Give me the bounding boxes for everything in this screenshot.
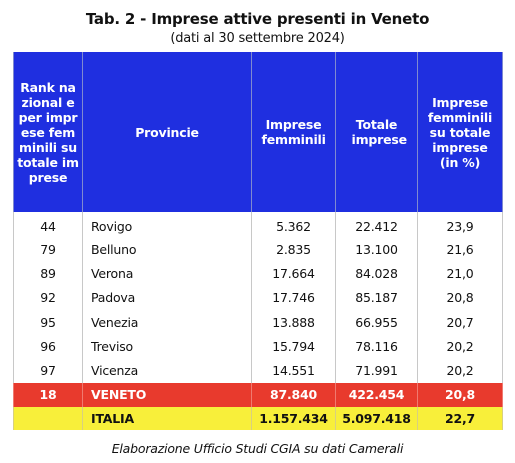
italia-total: 5.097.418 <box>335 406 418 430</box>
cell-rank: 79 <box>13 237 83 262</box>
cell-rank: 89 <box>13 261 83 286</box>
veneto-name: VENETO <box>82 382 252 407</box>
italia-female: 1.157.434 <box>251 406 336 430</box>
cell-share: 21,6 <box>417 237 503 262</box>
table-row: 97 Vicenza 14.551 71.991 20,2 <box>13 358 503 383</box>
veneto-share: 20,8 <box>417 382 503 407</box>
cell-female: 17.746 <box>251 285 336 310</box>
cell-share: 20,2 <box>417 358 503 383</box>
cell-name: Vicenza <box>82 358 252 383</box>
header-rank: Rank nazional e per imprese femminili su… <box>13 52 83 212</box>
cell-total: 66.955 <box>335 309 418 335</box>
header-total: Totale imprese <box>335 52 418 212</box>
cell-rank: 95 <box>13 309 83 335</box>
italia-total-row: ITALIA 1.157.434 5.097.418 22,7 <box>13 406 503 430</box>
italia-name: ITALIA <box>82 406 252 430</box>
cell-female: 15.794 <box>251 334 336 359</box>
source-footnote: Elaborazione Ufficio Studi CGIA su dati … <box>111 441 404 456</box>
veneto-total: 422.454 <box>335 382 418 407</box>
table-row: 96 Treviso 15.794 78.116 20,2 <box>13 334 503 359</box>
cell-total: 84.028 <box>335 261 418 286</box>
cell-name: Verona <box>82 261 252 286</box>
cell-total: 13.100 <box>335 237 418 262</box>
cell-total: 71.991 <box>335 358 418 383</box>
cell-female: 13.888 <box>251 309 336 335</box>
table-row: 44 Rovigo 5.362 22.412 23,9 <box>13 212 503 237</box>
cell-rank: 96 <box>13 334 83 359</box>
cell-name: Padova <box>82 285 252 310</box>
table-title: Tab. 2 - Imprese attive presenti in Vene… <box>85 10 430 28</box>
cell-share: 21,0 <box>417 261 503 286</box>
cell-total: 22.412 <box>335 212 418 237</box>
table-header-row: Rank nazional e per imprese femminili su… <box>13 52 503 212</box>
veneto-female: 87.840 <box>251 382 336 407</box>
cell-female: 17.664 <box>251 261 336 286</box>
table-row: 79 Belluno 2.835 13.100 21,6 <box>13 237 503 262</box>
cell-share: 20,2 <box>417 334 503 359</box>
cell-total: 85.187 <box>335 285 418 310</box>
cell-female: 14.551 <box>251 358 336 383</box>
cell-rank: 97 <box>13 358 83 383</box>
cell-share: 20,7 <box>417 309 503 335</box>
header-province: Provincie <box>82 52 252 212</box>
cell-name: Belluno <box>82 237 252 262</box>
veneto-total-row: 18 VENETO 87.840 422.454 20,8 <box>13 382 503 407</box>
cell-female: 5.362 <box>251 212 336 237</box>
cell-female: 2.835 <box>251 237 336 262</box>
italia-share: 22,7 <box>417 406 503 430</box>
cell-rank: 44 <box>13 212 83 237</box>
table-row: 92 Padova 17.746 85.187 20,8 <box>13 285 503 310</box>
cell-name: Treviso <box>82 334 252 359</box>
cell-share: 23,9 <box>417 212 503 237</box>
table-row: 89 Verona 17.664 84.028 21,0 <box>13 261 503 286</box>
cell-name: Venezia <box>82 309 252 335</box>
header-female: Imprese femminili <box>251 52 336 212</box>
cell-name: Rovigo <box>82 212 252 237</box>
table-subtitle: (dati al 30 settembre 2024) <box>170 31 345 46</box>
cell-share: 20,8 <box>417 285 503 310</box>
italia-rank <box>13 406 83 430</box>
cell-total: 78.116 <box>335 334 418 359</box>
cell-rank: 92 <box>13 285 83 310</box>
veneto-rank: 18 <box>13 382 83 407</box>
enterprises-table: Rank nazional e per imprese femminili su… <box>13 52 503 430</box>
table-row: 95 Venezia 13.888 66.955 20,7 <box>13 309 503 335</box>
header-share: Imprese femminili su totale imprese (in … <box>417 52 503 212</box>
